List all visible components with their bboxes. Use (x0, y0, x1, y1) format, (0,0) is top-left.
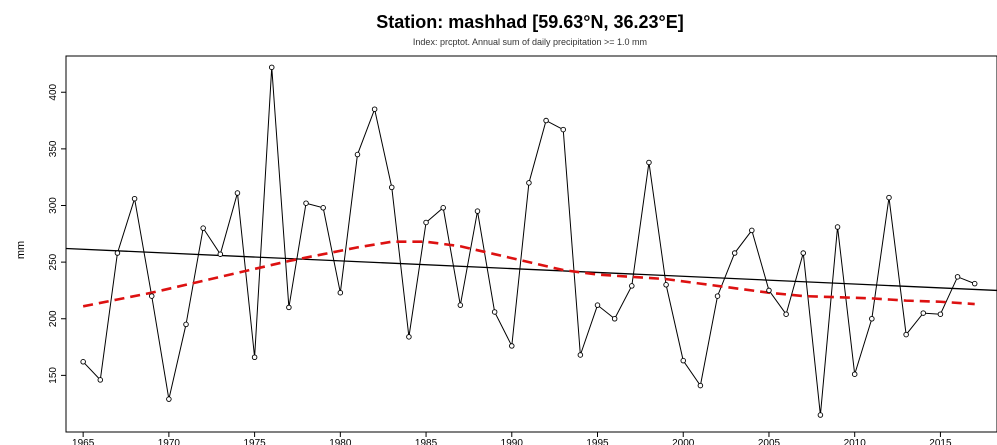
data-point (320, 205, 326, 211)
x-tick-label: 1995 (586, 438, 609, 445)
data-point (114, 250, 121, 256)
smoothed-trend-line (82, 240, 975, 308)
data-point (217, 251, 224, 257)
y-tick-label: 250 (48, 253, 59, 270)
data-point (268, 64, 275, 71)
data-point (800, 250, 807, 256)
data-point (234, 190, 241, 196)
data-point (491, 309, 498, 315)
y-tick-label: 150 (48, 367, 59, 384)
data-point (251, 354, 258, 361)
data-point (371, 106, 378, 112)
data-point (97, 377, 104, 383)
data-point (560, 126, 566, 133)
data-point (869, 315, 875, 322)
data-point (817, 412, 824, 418)
data-point (697, 382, 704, 389)
plot-frame (65, 55, 997, 433)
data-point (594, 302, 601, 308)
data-point (783, 311, 789, 317)
data-point (629, 283, 635, 289)
data-point (680, 357, 686, 364)
data-point (131, 195, 138, 202)
data-point (971, 280, 978, 287)
data-point (577, 352, 584, 358)
y-tick-label: 350 (48, 140, 59, 157)
data-point (834, 224, 841, 230)
data-point (526, 180, 532, 186)
x-tick-label: 1975 (243, 438, 266, 445)
chart-subtitle: Index: prcptot. Annual sum of daily prec… (413, 37, 647, 47)
data-point (663, 282, 669, 288)
data-point (851, 371, 858, 377)
data-point (440, 205, 446, 211)
data-point (509, 343, 515, 349)
data-point (389, 184, 395, 191)
data-point (286, 304, 292, 311)
data-point (457, 302, 464, 308)
x-tick-label: 2015 (929, 438, 952, 445)
data-point (423, 219, 429, 226)
observed-line (82, 67, 975, 416)
chart-title: Station: mashhad [59.63°N, 36.23°E] (376, 12, 684, 32)
data-point (200, 225, 206, 231)
data-point (920, 310, 927, 316)
data-point (303, 200, 309, 206)
data-point (148, 293, 155, 299)
y-tick-label: 300 (48, 197, 59, 214)
data-point (474, 208, 481, 214)
data-point (937, 311, 944, 317)
y-axis: 150 200 250 300 350 400 (48, 83, 66, 384)
x-tick-label: 1970 (158, 438, 181, 445)
data-point (749, 227, 755, 234)
x-tick-label: 2000 (672, 438, 695, 445)
x-tick-label: 2005 (758, 438, 781, 445)
data-point (646, 159, 652, 166)
x-tick-label: 1965 (72, 438, 95, 445)
data-point (166, 396, 172, 402)
data-point (766, 287, 772, 294)
y-axis-label: mm (15, 241, 27, 259)
x-tick-label: 2010 (844, 438, 867, 445)
data-point (886, 194, 892, 201)
data-point (80, 359, 86, 365)
linear-trend-line (65, 247, 997, 292)
x-tick-label: 1990 (501, 438, 524, 445)
x-tick-label: 1980 (329, 438, 352, 445)
data-point (611, 315, 618, 322)
data-point (903, 331, 909, 338)
data-point (954, 274, 961, 280)
data-point (731, 250, 738, 256)
data-point (337, 289, 344, 296)
y-tick-label: 200 (48, 310, 59, 327)
data-point (406, 334, 412, 340)
x-axis: 1965 1970 1975 1980 1985 1990 1995 2000 2005 2010… (72, 432, 952, 445)
data-point (543, 117, 549, 124)
y-tick-label: 400 (48, 83, 59, 100)
series-layer (65, 64, 997, 418)
data-point (354, 151, 361, 158)
data-point (183, 321, 189, 328)
data-point (714, 293, 721, 299)
x-tick-label: 1985 (415, 438, 438, 445)
